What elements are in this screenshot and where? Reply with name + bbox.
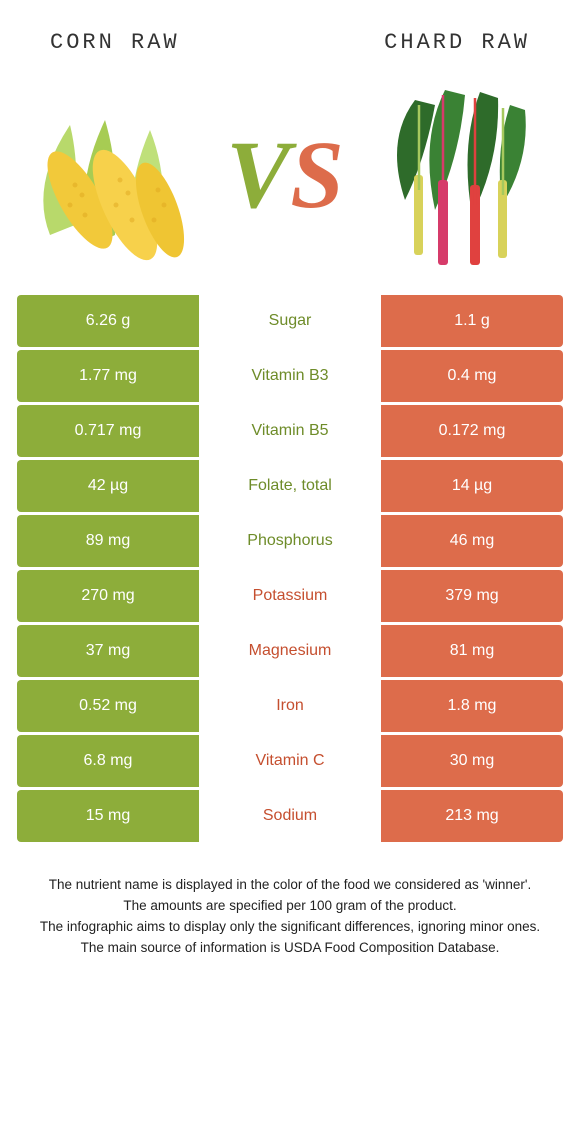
nutrient-row: 0.52 mgIron1.8 mg bbox=[17, 680, 563, 732]
footnote-line: The amounts are specified per 100 gram o… bbox=[28, 896, 552, 917]
corn-image bbox=[20, 80, 200, 270]
nutrient-row: 89 mgPhosphorus46 mg bbox=[17, 515, 563, 567]
chard-image bbox=[370, 80, 550, 270]
footnote-line: The nutrient name is displayed in the co… bbox=[28, 875, 552, 896]
nutrient-row: 37 mgMagnesium81 mg bbox=[17, 625, 563, 677]
nutrient-label: Sugar bbox=[199, 295, 381, 347]
vs-s: S bbox=[290, 121, 343, 228]
left-value: 15 mg bbox=[17, 790, 199, 842]
right-value: 1.8 mg bbox=[381, 680, 563, 732]
right-value: 14 µg bbox=[381, 460, 563, 512]
right-value: 46 mg bbox=[381, 515, 563, 567]
nutrient-label: Vitamin C bbox=[199, 735, 381, 787]
nutrient-row: 6.26 gSugar1.1 g bbox=[17, 295, 563, 347]
nutrient-label: Vitamin B3 bbox=[199, 350, 381, 402]
nutrient-row: 6.8 mgVitamin C30 mg bbox=[17, 735, 563, 787]
right-value: 0.4 mg bbox=[381, 350, 563, 402]
nutrient-row: 270 mgPotassium379 mg bbox=[17, 570, 563, 622]
right-value: 1.1 g bbox=[381, 295, 563, 347]
nutrient-label: Potassium bbox=[199, 570, 381, 622]
nutrient-label: Phosphorus bbox=[199, 515, 381, 567]
footnote-line: The infographic aims to display only the… bbox=[28, 917, 552, 938]
right-value: 213 mg bbox=[381, 790, 563, 842]
left-value: 0.717 mg bbox=[17, 405, 199, 457]
nutrient-row: 1.77 mgVitamin B30.4 mg bbox=[17, 350, 563, 402]
left-value: 1.77 mg bbox=[17, 350, 199, 402]
left-value: 37 mg bbox=[17, 625, 199, 677]
nutrient-label: Vitamin B5 bbox=[199, 405, 381, 457]
nutrient-label: Sodium bbox=[199, 790, 381, 842]
nutrient-row: 0.717 mgVitamin B50.172 mg bbox=[17, 405, 563, 457]
vs-v: V bbox=[226, 121, 290, 228]
right-value: 81 mg bbox=[381, 625, 563, 677]
header: CORN RAW CHARD RAW bbox=[0, 0, 580, 65]
nutrient-table: 6.26 gSugar1.1 g1.77 mgVitamin B30.4 mg0… bbox=[17, 295, 563, 842]
left-value: 270 mg bbox=[17, 570, 199, 622]
right-value: 30 mg bbox=[381, 735, 563, 787]
right-value: 0.172 mg bbox=[381, 405, 563, 457]
left-food-title: CORN RAW bbox=[50, 30, 180, 55]
vs-label: VS bbox=[210, 127, 360, 223]
footnotes: The nutrient name is displayed in the co… bbox=[0, 845, 580, 959]
right-food-title: CHARD RAW bbox=[384, 30, 530, 55]
footnote-line: The main source of information is USDA F… bbox=[28, 938, 552, 959]
left-value: 6.8 mg bbox=[17, 735, 199, 787]
nutrient-row: 15 mgSodium213 mg bbox=[17, 790, 563, 842]
nutrient-row: 42 µgFolate, total14 µg bbox=[17, 460, 563, 512]
chard-icon bbox=[380, 80, 540, 270]
hero-row: VS bbox=[0, 65, 580, 295]
left-value: 89 mg bbox=[17, 515, 199, 567]
nutrient-label: Folate, total bbox=[199, 460, 381, 512]
nutrient-label: Iron bbox=[199, 680, 381, 732]
left-value: 42 µg bbox=[17, 460, 199, 512]
left-value: 6.26 g bbox=[17, 295, 199, 347]
left-value: 0.52 mg bbox=[17, 680, 199, 732]
nutrient-label: Magnesium bbox=[199, 625, 381, 677]
right-value: 379 mg bbox=[381, 570, 563, 622]
corn-icon bbox=[20, 85, 200, 265]
